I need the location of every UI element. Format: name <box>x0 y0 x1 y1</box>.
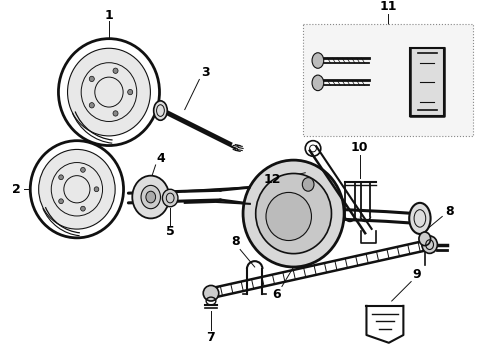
Text: 11: 11 <box>380 0 397 13</box>
Ellipse shape <box>266 193 312 240</box>
Text: 7: 7 <box>207 332 216 345</box>
Text: 5: 5 <box>166 225 174 238</box>
Ellipse shape <box>419 232 431 246</box>
Text: 12: 12 <box>264 173 281 186</box>
Ellipse shape <box>302 177 314 191</box>
Ellipse shape <box>89 103 94 108</box>
Text: 9: 9 <box>413 268 421 281</box>
Text: 2: 2 <box>12 183 21 196</box>
Ellipse shape <box>128 89 133 95</box>
Ellipse shape <box>141 185 160 209</box>
Ellipse shape <box>113 111 118 116</box>
Ellipse shape <box>154 101 167 120</box>
Ellipse shape <box>132 176 169 219</box>
Ellipse shape <box>89 76 94 82</box>
Ellipse shape <box>243 160 344 267</box>
Ellipse shape <box>59 199 63 204</box>
Text: 10: 10 <box>351 141 368 154</box>
Ellipse shape <box>422 236 438 253</box>
Bar <box>303 24 473 136</box>
Text: 6: 6 <box>272 288 280 301</box>
Ellipse shape <box>162 189 178 207</box>
Ellipse shape <box>113 68 118 73</box>
Ellipse shape <box>39 149 115 229</box>
Ellipse shape <box>203 285 219 301</box>
Ellipse shape <box>146 191 156 203</box>
Bar <box>410 48 444 116</box>
Text: 4: 4 <box>156 152 165 165</box>
Text: 8: 8 <box>446 205 454 218</box>
Ellipse shape <box>81 206 85 211</box>
Ellipse shape <box>256 174 331 254</box>
Ellipse shape <box>59 175 63 180</box>
Ellipse shape <box>81 167 85 172</box>
Text: 1: 1 <box>104 9 113 22</box>
Ellipse shape <box>68 48 150 136</box>
Ellipse shape <box>312 53 324 68</box>
Text: 3: 3 <box>201 66 209 79</box>
Text: 8: 8 <box>231 235 240 248</box>
Ellipse shape <box>409 203 431 234</box>
Ellipse shape <box>94 187 99 192</box>
Ellipse shape <box>312 75 324 91</box>
